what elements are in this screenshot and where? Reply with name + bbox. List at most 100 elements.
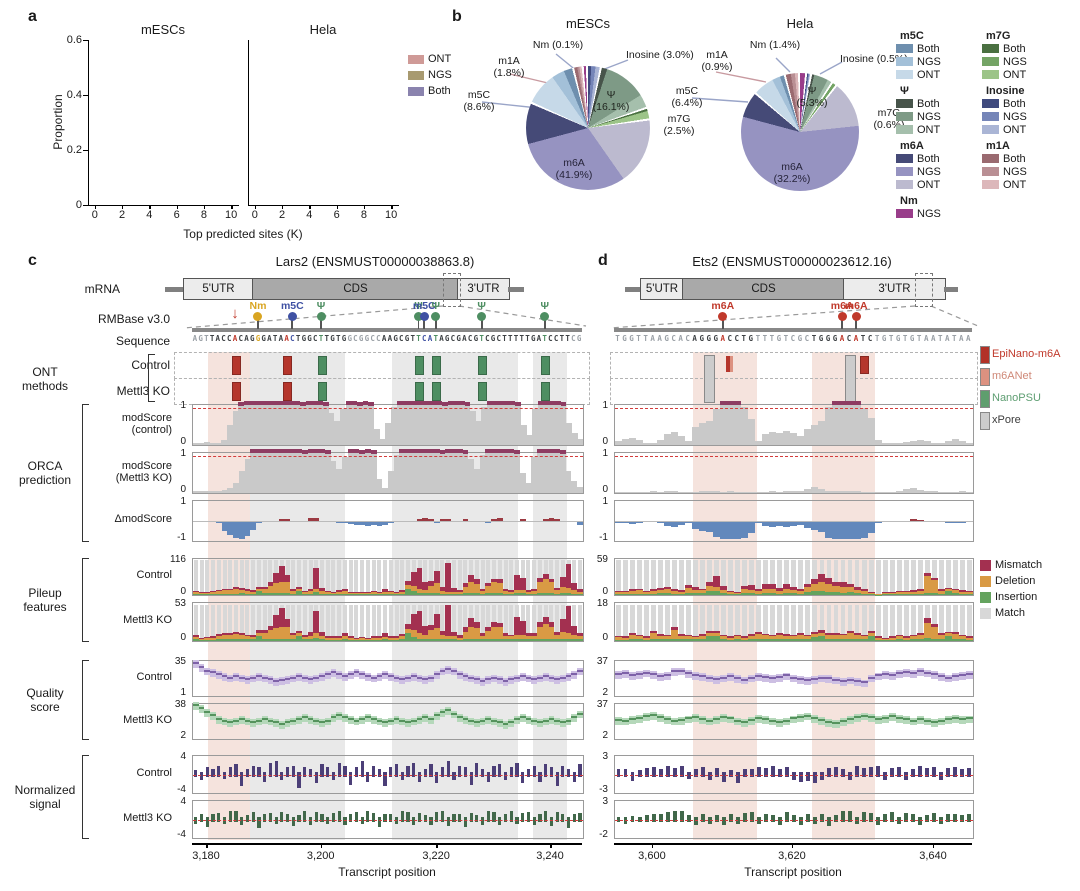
pileup-bin (399, 559, 406, 595)
seq-base: T (755, 334, 761, 343)
pileup-insertion (853, 593, 861, 595)
norm-box (939, 817, 944, 824)
norm-bin (342, 801, 348, 838)
delta-bin (853, 501, 861, 541)
quality-line (376, 719, 383, 722)
modscore-bar (385, 423, 391, 445)
quality-bin (657, 704, 665, 739)
quality-line (301, 676, 308, 679)
pileup-stack (664, 603, 672, 641)
norm-box (890, 812, 895, 822)
norm-box (412, 817, 416, 826)
pileup-mismatch (909, 634, 917, 637)
quality-band (422, 714, 429, 722)
pileup-insertion (313, 637, 320, 641)
quality-band (650, 671, 658, 679)
pileup-stack (923, 603, 931, 641)
quality-band (916, 716, 924, 724)
norm-box (406, 765, 410, 777)
track-modscore-c-0 (192, 401, 584, 446)
modscore-bar (930, 491, 938, 493)
pileup-stack (433, 559, 440, 595)
seq-base: G (330, 334, 335, 343)
quality-bin (678, 661, 686, 696)
pileup-mismatch (301, 635, 308, 638)
norm-bin (577, 756, 583, 793)
delta-bin (825, 501, 833, 541)
pileup-stack (238, 559, 245, 595)
quality-bin (468, 661, 474, 696)
pileup-deletion (250, 591, 257, 594)
quality-band (399, 717, 406, 726)
pileup-mismatch (692, 587, 700, 590)
pileup-bin (916, 559, 924, 595)
pileup-mismatch (531, 633, 538, 636)
y-axis-title: Proportion (51, 93, 65, 150)
axes-mESCs (88, 40, 239, 206)
seq-base: G (358, 334, 364, 343)
pileup-mismatch (468, 618, 474, 627)
norm-bin (245, 756, 251, 793)
pileup-bin (629, 559, 637, 595)
pileup-insertion (468, 592, 474, 595)
quality-band (405, 674, 411, 683)
pileup-deletion (514, 589, 520, 594)
quality-band (720, 714, 728, 722)
quality-bin (370, 704, 377, 739)
pileup-mismatch (790, 586, 798, 591)
quality-line (531, 719, 538, 722)
modscore-bar (650, 491, 658, 493)
quality-bin (755, 704, 763, 739)
zero-dashed-line (193, 819, 583, 821)
pileup-deletion (797, 635, 805, 640)
pileup-stack (776, 559, 784, 595)
quality-band (307, 715, 314, 724)
delta-bin (783, 501, 791, 541)
pileup-deletion (193, 591, 199, 594)
threshold-line (193, 407, 583, 409)
seq-base: G (301, 334, 307, 343)
pileup-match (291, 560, 296, 595)
norm-box (417, 772, 422, 782)
pileup-mismatch (279, 608, 285, 628)
quality-line (699, 717, 707, 720)
pie-legend-swatch (896, 44, 913, 53)
norm-box (297, 772, 301, 788)
norm-bin (262, 756, 268, 793)
pileup-bin (839, 603, 847, 641)
pileup-mismatch (336, 635, 343, 638)
quality-bin (818, 704, 826, 739)
pileup-bin (198, 559, 205, 595)
seq-base: C (227, 334, 232, 343)
pileup-bin (762, 603, 770, 641)
seq-base: C (450, 334, 456, 343)
quality-bin (930, 661, 938, 696)
pileup-mismatch (560, 619, 566, 632)
pileup-bin (577, 559, 583, 595)
quality-band (531, 676, 538, 685)
pileup-insertion (734, 594, 742, 595)
pileup-mismatch (319, 587, 325, 592)
pileup-mismatch (577, 632, 583, 637)
norm-box (383, 813, 387, 822)
pileup-match (234, 560, 238, 595)
pileup-deletion (874, 593, 882, 595)
seq-base: A (959, 334, 964, 343)
pileup-bin (923, 559, 931, 595)
pileup-insertion (319, 593, 325, 595)
quality-bin (330, 704, 337, 739)
quality-bin (902, 704, 910, 739)
norm-box (475, 815, 479, 822)
axis-min: -1 (599, 532, 608, 543)
pileup-insertion (643, 593, 651, 595)
pileup-mismatch (671, 627, 679, 631)
quality-band (951, 673, 959, 681)
quality-line (916, 670, 924, 673)
pileup-stack (853, 559, 861, 595)
modscore-bar (811, 425, 819, 445)
modscore-bar (416, 449, 423, 493)
x-axis-title: Transcript position (338, 865, 436, 879)
norm-bin (417, 756, 423, 793)
pie-legend-swatch (982, 167, 999, 176)
quality-bin (664, 704, 672, 739)
